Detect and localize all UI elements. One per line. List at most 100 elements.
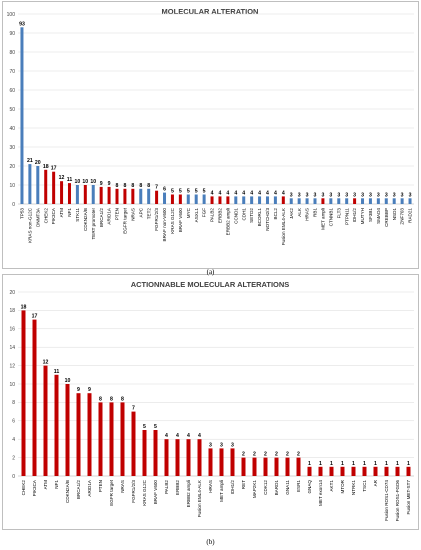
data-label-a: 5 <box>195 189 198 195</box>
x-tick-label-a: SF3B1 <box>368 208 373 222</box>
data-label-a: 3 <box>298 192 301 198</box>
bar-a <box>368 198 372 204</box>
bar-a <box>250 196 254 204</box>
y-tick-label-a: 80 <box>9 50 15 56</box>
x-tick-label-a: MET ampli <box>321 208 326 230</box>
data-label-b: 11 <box>54 369 60 375</box>
bar-a <box>258 196 262 204</box>
data-label-a: 3 <box>337 192 340 198</box>
x-tick-label-a: BCORL1 <box>257 208 262 227</box>
y-tick-label-b: 2 <box>12 455 15 461</box>
data-label-b: 1 <box>330 461 333 467</box>
data-label-a: 3 <box>385 192 388 198</box>
data-label-a: 17 <box>51 166 57 172</box>
bar-a <box>408 198 412 204</box>
data-label-b: 1 <box>308 461 311 467</box>
data-label-a: 3 <box>290 192 293 198</box>
x-tick-label-b: AKT1 <box>329 480 334 492</box>
data-label-b: 4 <box>176 433 179 439</box>
data-label-a: 8 <box>131 183 134 189</box>
data-label-a: 7 <box>155 185 158 191</box>
bar-a <box>139 188 143 204</box>
bar-b <box>373 466 378 476</box>
bar-a <box>305 198 309 204</box>
chart-title-a: MOLECULAR ALTERATION <box>162 7 259 16</box>
data-label-a: 8 <box>139 183 142 189</box>
bar-a <box>226 196 230 204</box>
bar-a <box>52 171 56 204</box>
y-tick-label-b: 10 <box>9 382 15 388</box>
data-label-a: 5 <box>187 189 190 195</box>
data-label-b: 8 <box>121 396 124 402</box>
x-tick-label-b: MET exon14 <box>318 480 323 506</box>
bar-a <box>123 188 127 204</box>
bar-b <box>186 439 191 476</box>
data-label-b: 18 <box>21 304 27 310</box>
data-label-a: 3 <box>393 192 396 198</box>
x-tick-label-b: PIK3CA <box>32 479 37 496</box>
x-tick-label-a: PTPN11 <box>344 208 349 225</box>
data-label-a: 4 <box>234 190 237 196</box>
bar-b <box>285 457 290 476</box>
data-label-b: 3 <box>209 442 212 448</box>
bar-a <box>384 198 388 204</box>
x-tick-label-a: TP53 <box>20 208 25 219</box>
bar-b <box>406 466 411 476</box>
data-label-a: 5 <box>171 189 174 195</box>
bar-b <box>384 466 389 476</box>
bar-a <box>242 196 246 204</box>
data-label-a: 20 <box>35 160 41 166</box>
bar-b <box>395 466 400 476</box>
data-label-a: 3 <box>369 192 372 198</box>
x-tick-label-b: KRAS G12C <box>142 479 147 505</box>
x-tick-label-a: EGFR target <box>123 207 128 234</box>
bar-b <box>307 466 312 476</box>
x-tick-label-b: PALB2 <box>164 480 169 494</box>
data-label-b: 1 <box>352 461 355 467</box>
x-tick-label-a: PIK3CA <box>51 207 56 224</box>
bar-b <box>131 411 136 476</box>
x-tick-label-b: NF1 <box>54 480 59 489</box>
bar-a <box>329 198 333 204</box>
x-tick-label-b: NTRK1 <box>351 480 356 496</box>
y-tick-label-b: 12 <box>9 363 15 369</box>
x-tick-label-a: MYC <box>186 207 191 218</box>
data-label-a: 11 <box>67 177 73 183</box>
y-tick-label-b: 8 <box>12 400 15 406</box>
chart-panel-a <box>2 1 419 269</box>
x-tick-label-b: ESR1 <box>296 480 301 492</box>
x-tick-label-b: FGFR1/2/3 <box>131 480 136 503</box>
bar-a <box>337 198 341 204</box>
bar-b <box>208 448 213 476</box>
data-label-b: 2 <box>275 452 278 458</box>
bar-b <box>164 439 169 476</box>
x-tick-label-a: SMAD4 <box>376 208 381 224</box>
x-tick-label-a: KRAS non-G12C <box>27 207 32 243</box>
bar-b <box>98 402 103 476</box>
bar-a <box>186 194 190 204</box>
bar-b <box>318 466 323 476</box>
data-label-b: 4 <box>165 433 168 439</box>
data-label-a: 4 <box>250 190 253 196</box>
data-label-b: 1 <box>363 461 366 467</box>
x-tick-label-b: BRCA1/2 <box>76 480 81 500</box>
data-label-b: 8 <box>99 396 102 402</box>
bar-b <box>87 393 92 476</box>
data-label-a: 5 <box>203 189 206 195</box>
bar-b <box>274 457 279 476</box>
data-label-b: 3 <box>220 442 223 448</box>
data-label-a: 6 <box>163 187 166 193</box>
bar-a <box>28 164 32 204</box>
data-label-b: 10 <box>65 378 71 384</box>
data-label-a: 9 <box>100 181 103 187</box>
data-label-b: 4 <box>198 433 201 439</box>
x-tick-label-a: SETD2 <box>249 208 254 223</box>
data-label-a: 3 <box>401 192 404 198</box>
data-label-b: 2 <box>253 452 256 458</box>
data-label-a: 4 <box>258 190 261 196</box>
bar-a <box>99 186 103 204</box>
bar-a <box>36 166 40 204</box>
x-tick-label-a: MUTYH <box>360 208 365 224</box>
data-label-b: 1 <box>374 461 377 467</box>
